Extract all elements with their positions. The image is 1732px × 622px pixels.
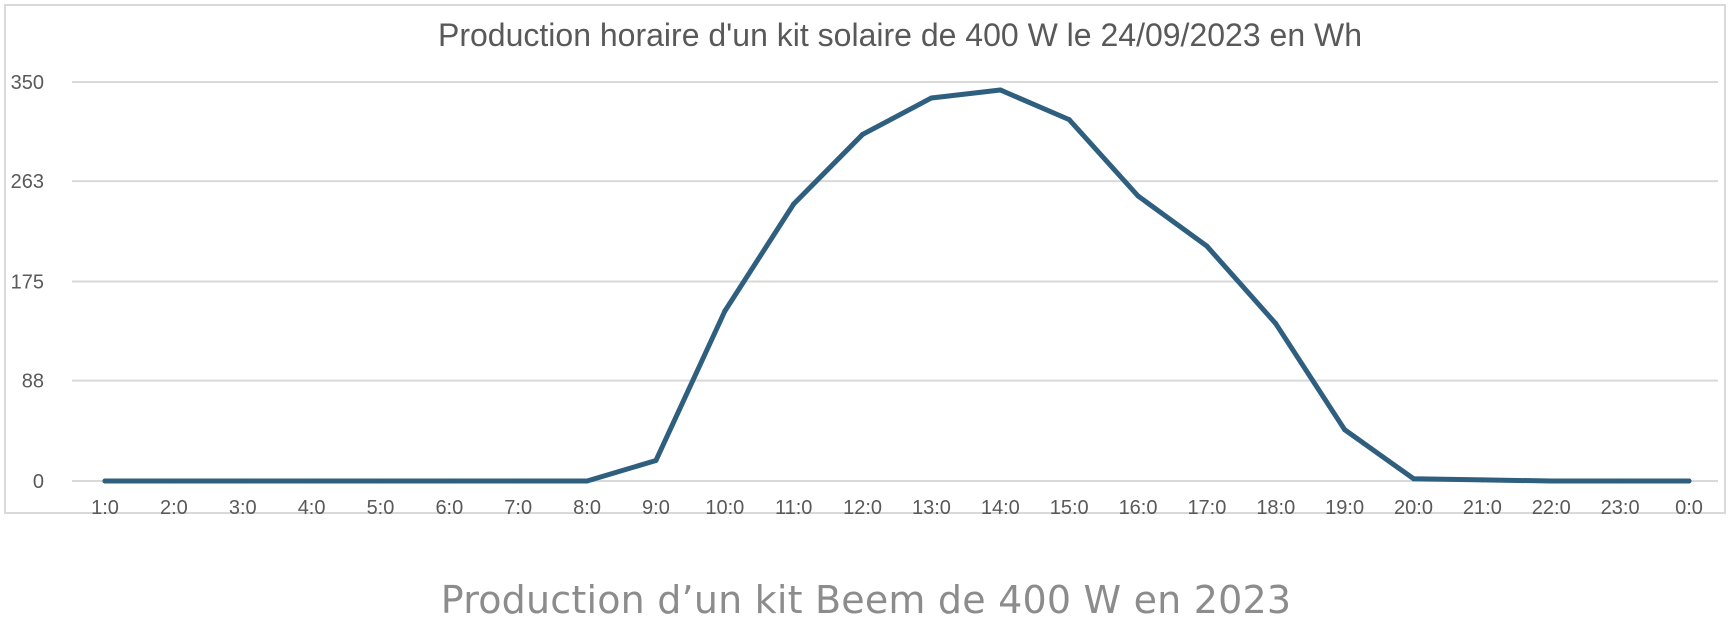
- x-tick-label: 10:0: [705, 497, 744, 519]
- data-point: [584, 478, 590, 484]
- data-point: [997, 87, 1003, 93]
- x-tick-label: 6:0: [435, 497, 463, 519]
- line-chart: Production horaire d'un kit solaire de 4…: [11, 17, 1718, 519]
- data-point: [860, 131, 866, 137]
- data-point: [1411, 476, 1417, 482]
- x-tick-label: 3:0: [229, 497, 257, 519]
- figure-caption: Production d’un kit Beem de 400 W en 202…: [440, 578, 1292, 622]
- data-point: [171, 478, 177, 484]
- chart-frame: [4, 4, 1726, 514]
- chart-title: Production horaire d'un kit solaire de 4…: [438, 17, 1362, 53]
- x-tick-label: 13:0: [912, 497, 951, 519]
- data-point: [309, 478, 315, 484]
- x-tick-label: 21:0: [1463, 497, 1502, 519]
- x-tick-label: 17:0: [1187, 497, 1226, 519]
- data-point: [377, 478, 383, 484]
- data-point: [722, 308, 728, 314]
- x-tick-label: 12:0: [843, 497, 882, 519]
- data-point: [1273, 321, 1279, 327]
- x-tick-label: 9:0: [642, 497, 670, 519]
- x-tick-labels: 1:0 2:0 3:0 4:0 5:0 6:0 7:0 8:0 9:0 10:0 11:0 12:0 1…: [91, 497, 1703, 519]
- data-point: [515, 478, 521, 484]
- data-point: [240, 478, 246, 484]
- data-point: [1204, 243, 1210, 249]
- data-point: [102, 478, 108, 484]
- data-point: [446, 478, 452, 484]
- data-point: [653, 457, 659, 463]
- data-point: [1617, 478, 1623, 484]
- x-tick-label: 5:0: [367, 497, 395, 519]
- data-point: [928, 95, 934, 101]
- data-point: [1548, 478, 1554, 484]
- y-tick-labels: 0 88 175 263 350: [11, 72, 44, 493]
- x-tick-label: 16:0: [1119, 497, 1158, 519]
- x-tick-label: 8:0: [573, 497, 601, 519]
- y-tick-label: 175: [11, 272, 44, 294]
- x-tick-label: 0:0: [1675, 497, 1703, 519]
- y-tick-label: 263: [11, 171, 44, 193]
- x-tick-label: 11:0: [775, 497, 812, 519]
- data-point: [1066, 117, 1072, 123]
- data-point: [1135, 193, 1141, 199]
- x-tick-label: 7:0: [504, 497, 532, 519]
- x-tick-label: 23:0: [1601, 497, 1640, 519]
- x-tick-label: 18:0: [1256, 497, 1295, 519]
- data-point: [1479, 477, 1485, 483]
- x-tick-label: 4:0: [298, 497, 326, 519]
- x-tick-label: 19:0: [1325, 497, 1364, 519]
- y-tick-label: 88: [22, 371, 44, 393]
- y-tick-label: 350: [11, 72, 44, 94]
- x-tick-label: 1:0: [91, 497, 119, 519]
- y-tick-label: 0: [33, 471, 44, 493]
- data-point: [1686, 478, 1692, 484]
- data-point: [791, 201, 797, 207]
- x-tick-label: 2:0: [160, 497, 188, 519]
- x-tick-label: 14:0: [981, 497, 1020, 519]
- series-group: [102, 87, 1692, 484]
- x-tick-label: 20:0: [1394, 497, 1433, 519]
- grid-lines: [72, 81, 1718, 482]
- x-tick-label: 15:0: [1050, 497, 1089, 519]
- data-point: [1342, 427, 1348, 433]
- x-tick-label: 22:0: [1532, 497, 1571, 519]
- series-line: [102, 87, 1692, 484]
